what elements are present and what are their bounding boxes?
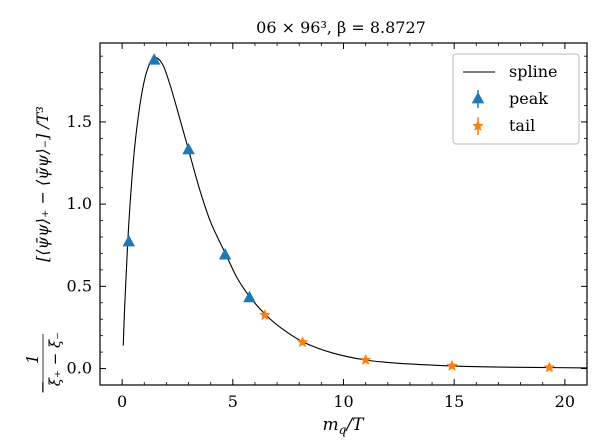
x-axis-title: mq/T	[323, 415, 366, 437]
y-axis-title-fraction-numerator: 1	[23, 354, 42, 364]
y-axis-title-leading-minus: −	[33, 381, 52, 394]
y-axis-title: [⟨ψ̄ψ⟩₊ − ⟨ψ̄ψ⟩₋] /T³ 1 ξ₊ − ξ₋ −	[23, 106, 64, 394]
x-tick-label: 10	[333, 392, 353, 411]
tail-point	[543, 361, 556, 373]
x-axis: 0 5 10 15 20	[99, 43, 588, 411]
y-axis-title-fraction-denominator: ξ₊ − ξ₋	[46, 332, 64, 386]
tail-point	[296, 336, 309, 348]
tail-point	[446, 359, 458, 371]
legend-frame	[452, 53, 580, 145]
tail-point	[359, 353, 372, 365]
y-tick-label: 1.5	[67, 112, 92, 131]
markers	[122, 53, 556, 373]
y-tick-label: 0.0	[67, 359, 92, 378]
chart-title: 06 × 96³, β = 8.8727	[256, 18, 426, 37]
y-axis-title-body: [⟨ψ̄ψ⟩₊ − ⟨ψ̄ψ⟩₋] /T³	[33, 106, 52, 262]
legend-label-peak: peak	[509, 89, 548, 108]
legend-label-tail: tail	[509, 116, 535, 135]
x-tick-label: 5	[228, 392, 238, 411]
tail-point	[259, 308, 271, 321]
y-axis: 0.0 0.5 1.0 1.5	[67, 55, 587, 386]
peak-point	[147, 53, 161, 65]
x-tick-label: 15	[444, 392, 464, 411]
peak-point	[122, 234, 136, 247]
peak-point	[182, 142, 195, 155]
y-tick-label: 1.0	[67, 194, 92, 213]
peak-point	[218, 248, 232, 260]
legend: spline peak tail	[452, 53, 580, 145]
y-tick-label: 0.5	[67, 276, 92, 295]
plot-area: 0 5 10 15 20 0.0 0.5 1.0 1.5	[67, 42, 588, 411]
peak-point	[243, 290, 256, 303]
x-tick-label: 0	[117, 392, 127, 411]
legend-label-spline: spline	[509, 62, 557, 81]
x-tick-label: 20	[555, 392, 575, 411]
